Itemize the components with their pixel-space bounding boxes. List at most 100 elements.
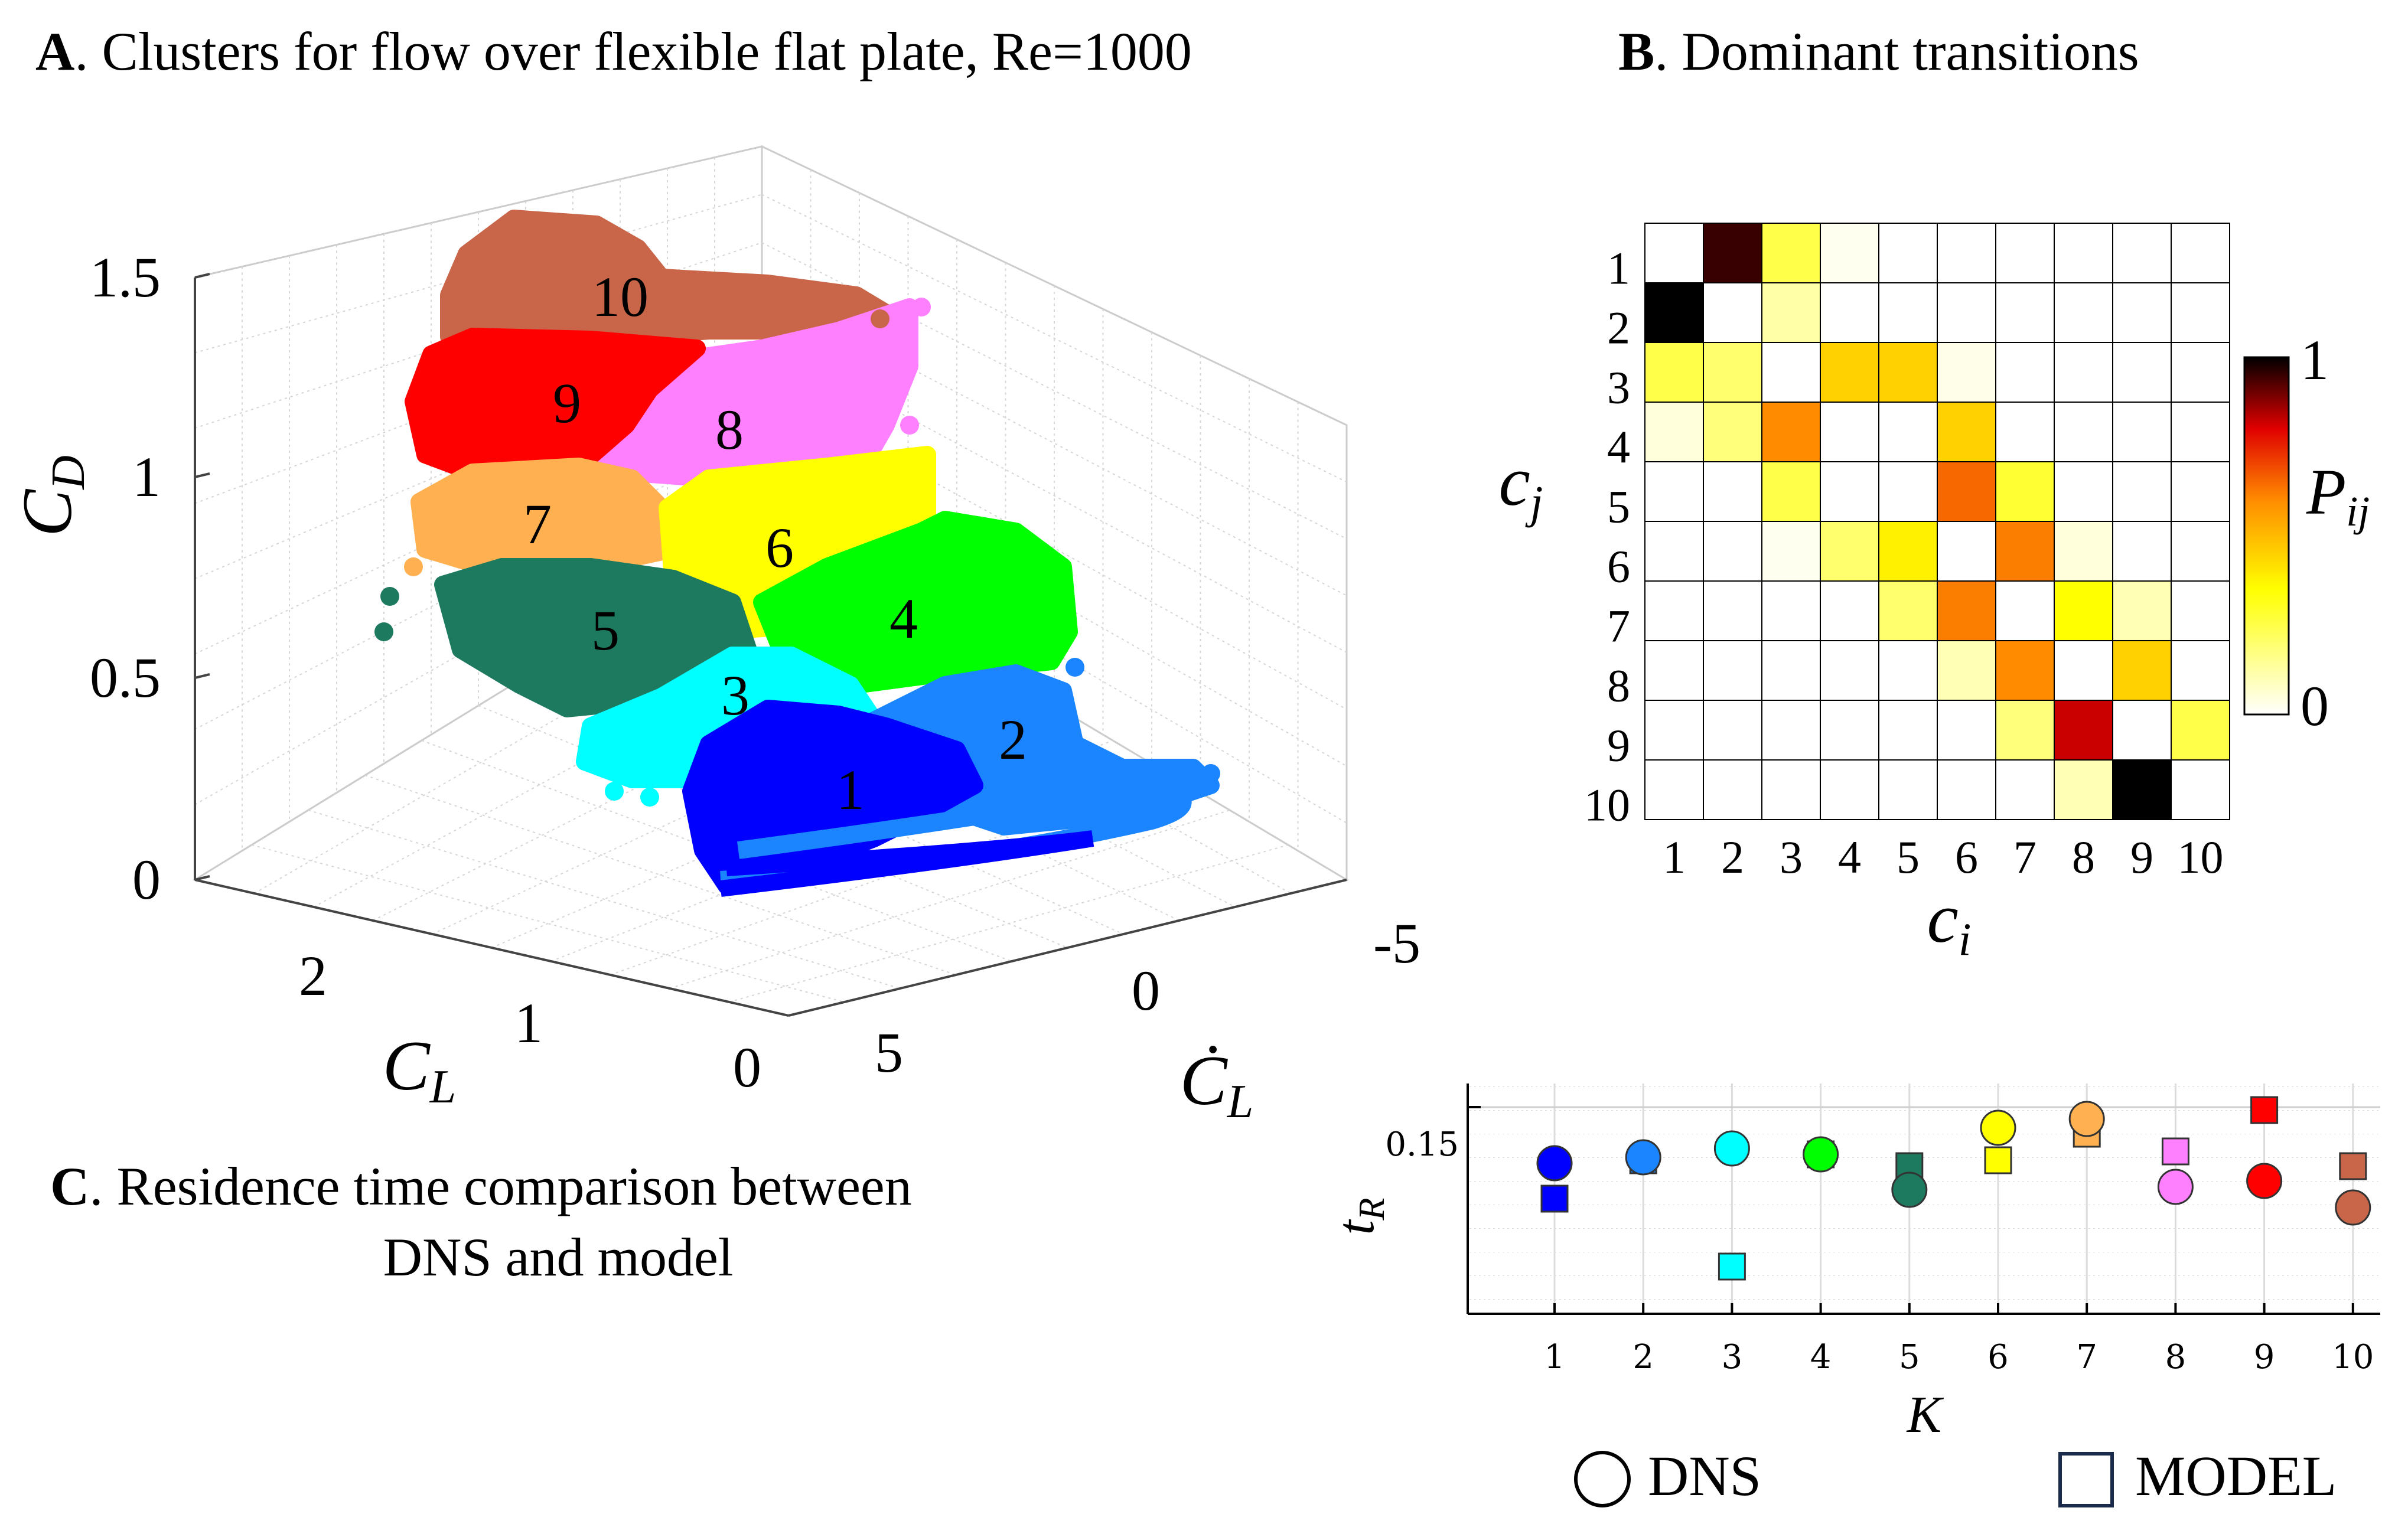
heatmap-cell	[2054, 580, 2113, 641]
heatmap-ytick: 4	[1607, 422, 1630, 473]
grid-line	[308, 810, 901, 989]
panel-c-xtick-label: 10	[2332, 1338, 2374, 1376]
grid-line	[364, 775, 956, 975]
heatmap-xtick: 4	[1838, 831, 1861, 883]
heatmap-cell	[2112, 402, 2172, 462]
heatmap-cell	[1644, 700, 1704, 761]
cluster-label-8: 8	[715, 398, 744, 461]
panel-c-title-line1: C. Residence time comparison between	[50, 1156, 912, 1216]
heatmap-cell	[2112, 282, 2172, 343]
panel-c-xtick-label: 1	[1544, 1338, 1565, 1376]
colorbar	[2243, 356, 2290, 716]
heatmap-cell	[1995, 223, 2055, 283]
grid-line	[491, 705, 1055, 948]
model-marker-9	[2250, 1096, 2279, 1124]
panel-c-title-line2: DNS and model	[383, 1227, 734, 1287]
grid-line	[251, 844, 845, 1003]
z-axis-label: CD	[8, 455, 95, 537]
cluster-label-7: 7	[523, 492, 552, 556]
heatmap-cell	[1644, 342, 1704, 403]
heatmap-cell	[1703, 640, 1762, 701]
heatmap-cell	[1703, 282, 1762, 343]
heatmap-cell	[2054, 223, 2113, 283]
panel-c-xtick-label: 5	[1899, 1338, 1920, 1376]
y-tick-label: 0	[1132, 959, 1160, 1022]
heatmap-cell	[2171, 580, 2230, 641]
heatmap-cell	[1820, 223, 1879, 283]
heatmap-cell	[1703, 521, 1762, 582]
cluster-label-5: 5	[591, 599, 620, 662]
heatmap-cell	[2054, 461, 2113, 522]
cluster-label-6: 6	[765, 516, 794, 579]
heatmap-ytick: 1	[1607, 243, 1630, 294]
heatmap-cell	[2112, 640, 2172, 701]
heatmap-cell	[1761, 580, 1821, 641]
heatmap-cell	[1644, 461, 1704, 522]
heatmap-cell	[1820, 282, 1879, 343]
heatmap-cell	[1937, 640, 1996, 701]
heatmap-cell	[2054, 342, 2113, 403]
heatmap-xtick: 2	[1721, 831, 1744, 883]
dns-marker-2	[1625, 1139, 1661, 1176]
heatmap-cell	[2112, 700, 2172, 761]
heatmap-cell	[1937, 342, 1996, 403]
z-tick-mark	[194, 472, 210, 478]
heatmap-cell	[1995, 700, 2055, 761]
cluster-5-point	[380, 587, 399, 606]
panel-c-markers	[1536, 1096, 2371, 1281]
dns-marker-6	[1980, 1109, 2016, 1146]
heatmap-cell	[2171, 640, 2230, 701]
cluster-label-2: 2	[999, 708, 1027, 771]
panel-c-xtick-label: 4	[1810, 1338, 1832, 1376]
heatmap-xtick: 8	[2072, 831, 2095, 883]
cluster-8-point	[900, 416, 919, 435]
heatmap-cell	[1703, 223, 1762, 283]
dns-marker-9	[2246, 1163, 2283, 1199]
dns-marker-1	[1536, 1145, 1573, 1182]
panel-a-title: A. Clusters for flow over flexible flat …	[35, 21, 1192, 81]
heatmap-cell	[1937, 580, 1996, 641]
heatmap-ytick: 8	[1607, 660, 1630, 712]
grid-line	[761, 194, 1347, 483]
heatmap-xtick: 9	[2130, 831, 2153, 883]
heatmap-cell	[1761, 342, 1821, 403]
cluster-5-point	[374, 622, 393, 641]
heatmap-cell	[2171, 521, 2230, 582]
panel-c-xtick-label: 3	[1722, 1338, 1743, 1376]
heatmap-cell	[1878, 759, 1938, 820]
heatmap-cell	[1878, 342, 1938, 403]
y-axis-line	[788, 879, 1347, 1017]
heatmap-cell	[2112, 223, 2172, 283]
heatmap-cell	[1703, 700, 1762, 761]
heatmap-cell	[1820, 700, 1879, 761]
z-tick-mark	[194, 673, 210, 679]
y-tick-label: -5	[1373, 912, 1420, 975]
heatmap-cell	[2054, 700, 2113, 761]
x-axis-line	[194, 879, 789, 1017]
model-marker-3	[1718, 1252, 1746, 1281]
legend-model-marker	[2058, 1452, 2114, 1507]
colorbar-label: Pij	[2306, 456, 2370, 535]
heatmap-cell	[1761, 521, 1821, 582]
heatmap-cell	[2054, 759, 2113, 820]
heatmap-cell	[1820, 759, 1879, 820]
z-tick-label: 0	[132, 848, 161, 911]
x-axis-label: CL	[383, 1026, 457, 1113]
panel-c-xtick-label: 2	[1633, 1338, 1654, 1376]
grid-line	[729, 844, 1289, 1003]
heatmap-ytick: 6	[1607, 541, 1630, 592]
dns-marker-5	[1891, 1171, 1928, 1208]
heatmap-cell	[1761, 223, 1821, 283]
heatmap-cell	[2054, 282, 2113, 343]
heatmap-cell	[2171, 282, 2230, 343]
colorbar-min-label: 0	[2301, 674, 2329, 737]
panel-c-ylabel: tR	[1327, 1198, 1392, 1235]
heatmap-ylabel: cj	[1499, 442, 1543, 528]
heatmap-cell	[1761, 461, 1821, 522]
z-tick-mark	[194, 875, 210, 881]
legend: DNS MODEL	[1574, 1444, 2337, 1507]
